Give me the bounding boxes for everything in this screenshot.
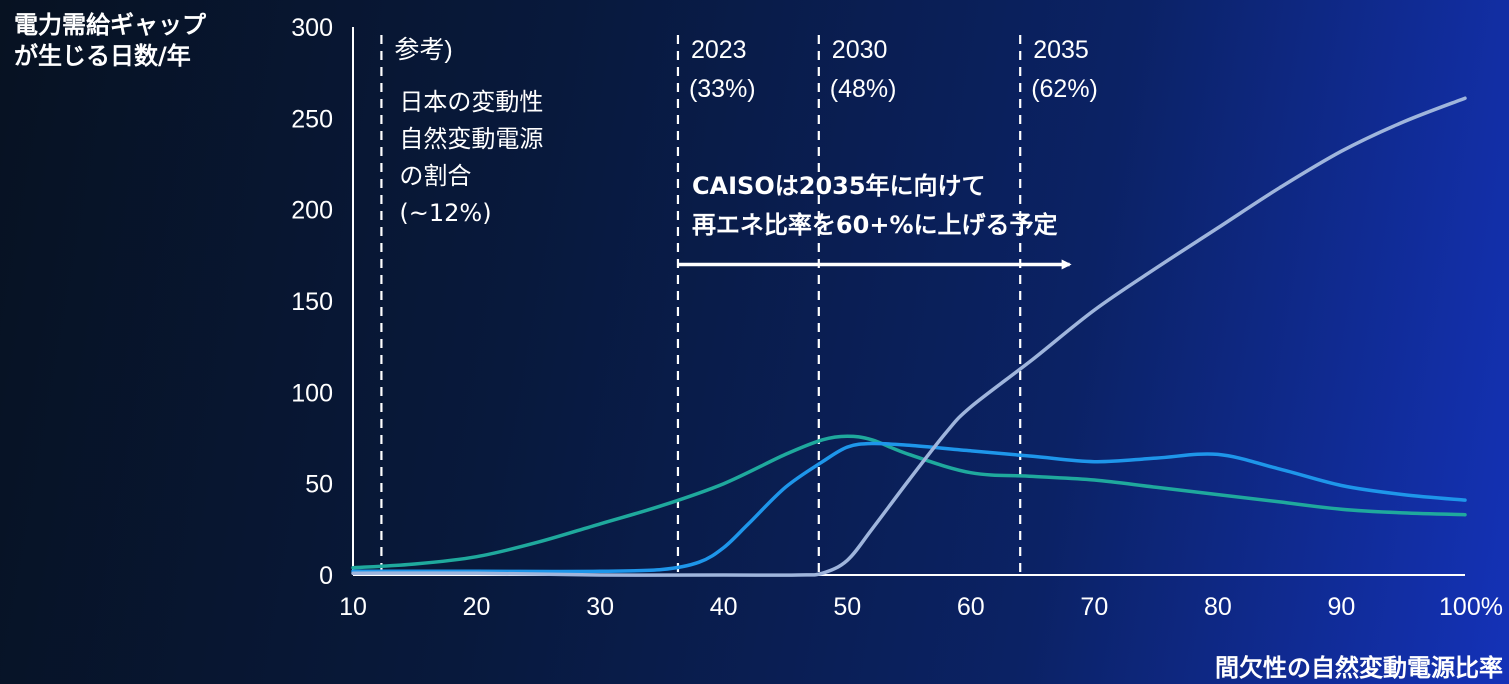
series-line-1	[351, 434, 1467, 570]
reference-line-sublabel: (62%)	[1031, 75, 1098, 103]
x-tick-label: 40	[710, 593, 738, 621]
x-tick-label: 80	[1204, 593, 1232, 621]
reference-line-label: 2023	[691, 36, 747, 64]
y-tick-label: 250	[291, 105, 333, 133]
x-tick-label: 10	[339, 593, 367, 621]
reference-line-label: 参考)	[394, 36, 452, 64]
y-tick-label: 300	[291, 14, 333, 42]
reference-line-label: 2035	[1033, 36, 1089, 64]
y-tick-label: 50	[305, 471, 333, 499]
caiso-note-line: CAISOは2035年に向けて	[692, 172, 986, 200]
y-tick-label: 100	[291, 379, 333, 407]
reference-note-line: (~12%)	[399, 199, 491, 227]
y-tick-label: 200	[291, 197, 333, 225]
reference-line-sublabel: (33%)	[689, 75, 756, 103]
x-tick-label: 60	[957, 593, 985, 621]
x-tick-label: 20	[463, 593, 491, 621]
reference-note-line: の割合	[399, 162, 471, 190]
x-tick-label: 70	[1080, 593, 1108, 621]
reference-note-line: 自然変動電源	[399, 125, 543, 153]
x-tick-label: 100%	[1439, 593, 1503, 621]
y-tick-label: 0	[319, 562, 333, 590]
reference-note-line: 日本の変動性	[399, 88, 543, 116]
x-tick-label: 30	[586, 593, 614, 621]
series-line-2	[351, 441, 1467, 574]
x-tick-label: 90	[1328, 593, 1356, 621]
series-line-3	[351, 96, 1467, 577]
reference-line-sublabel: (48%)	[830, 75, 897, 103]
reference-line-label: 2030	[832, 36, 888, 64]
y-axis-label: 電力需給ギャップ が生じる日数/年	[14, 11, 206, 70]
x-axis-label: 間欠性の自然変動電源比率	[1215, 654, 1503, 682]
caiso-note-line: 再エネ比率を60+%に上げる予定	[692, 211, 1058, 239]
y-tick-label: 150	[291, 288, 333, 316]
x-tick-label: 50	[833, 593, 861, 621]
